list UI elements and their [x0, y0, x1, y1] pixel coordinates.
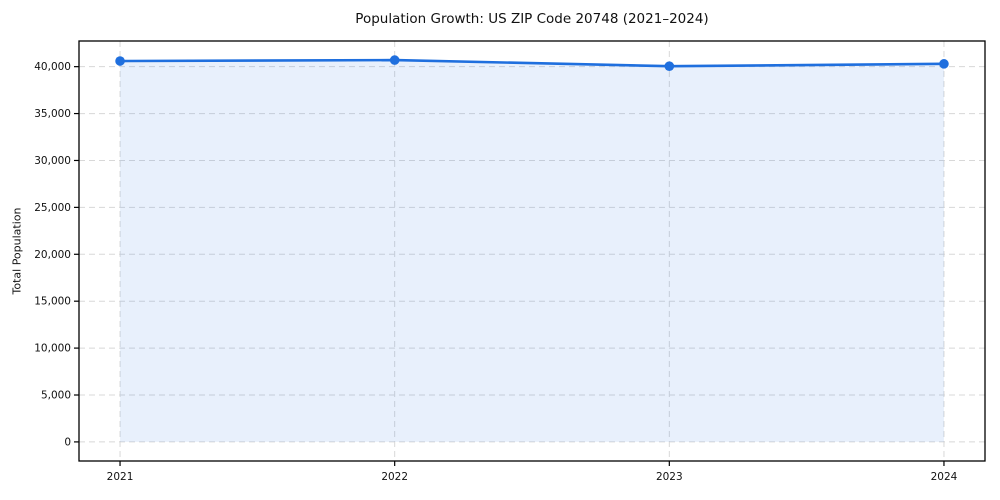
- data-point: [664, 61, 675, 71]
- x-tick-label: 2022: [381, 471, 408, 483]
- x-tick-label: 2024: [931, 471, 958, 483]
- plot-frame: [78, 40, 986, 462]
- y-tick-label: 10,000: [34, 343, 71, 355]
- area-fill: [120, 60, 944, 442]
- x-tick-label: 2023: [656, 471, 683, 483]
- y-tick-label: 5,000: [41, 390, 71, 402]
- y-tick-label: 15,000: [34, 296, 71, 308]
- y-tick-label: 0: [64, 436, 71, 448]
- chart-title: Population Growth: US ZIP Code 20748 (20…: [355, 11, 709, 27]
- y-tick-label: 30,000: [34, 155, 71, 167]
- y-tick-label: 40,000: [34, 61, 71, 73]
- y-tick-label: 25,000: [34, 202, 71, 214]
- trend-line: [118, 58, 946, 68]
- data-point: [389, 55, 400, 65]
- data-point: [115, 56, 125, 66]
- y-tick-label: 35,000: [34, 108, 71, 120]
- y-tick-label: 20,000: [34, 249, 71, 261]
- data-point: [939, 59, 949, 69]
- x-tick-label: 2021: [107, 471, 134, 483]
